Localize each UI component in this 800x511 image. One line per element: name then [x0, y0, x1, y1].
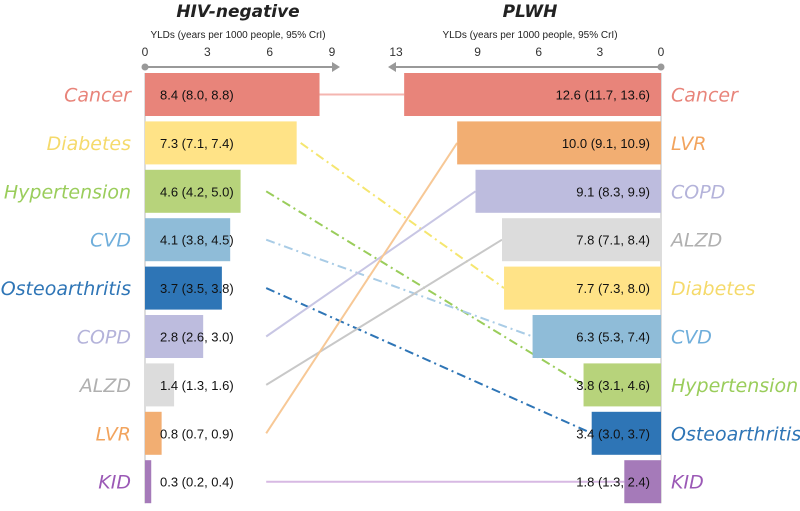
data-label-plwh: 7.7 (7.3, 8.0)	[576, 281, 650, 296]
bars-hiv-negative: 8.4 (8.0, 8.8) 7.3 (7.1, 7.4) 4.6 (4.2, 5.…	[145, 73, 320, 504]
hiv-negative-panel: HIV-negative YLDs (years per 1000 people…	[1, 2, 340, 504]
plwh-tick-label: 13	[389, 45, 403, 59]
category-label-hiv-negative: COPD	[77, 327, 131, 349]
category-label-plwh: LVR	[671, 133, 706, 155]
hiv-negative-tick-label: 3	[204, 45, 211, 59]
category-label-plwh: KID	[671, 472, 704, 494]
data-label-plwh: 7.8 (7.1, 8.4)	[576, 233, 650, 248]
category-label-hiv-negative: ALZD	[78, 375, 131, 397]
plwh-axis-arrow	[388, 62, 396, 72]
category-label-hiv-negative: Hypertension	[4, 181, 131, 203]
connector-lines	[265, 93, 625, 483]
category-labels-hiv-negative: Cancer Diabetes Hypertension CVD Osteoarthri…	[1, 85, 132, 494]
data-label-plwh: 9.1 (8.3, 9.9)	[576, 184, 650, 199]
bar-plwh-copd	[475, 169, 661, 213]
category-label-plwh: Diabetes	[671, 278, 755, 300]
data-label-hiv-negative: 0.8 (0.7, 0.9)	[160, 426, 234, 441]
category-label-hiv-negative: Osteoarthritis	[1, 278, 131, 300]
bar-plwh-alzd	[502, 218, 661, 262]
bar-hiv-negative-osteoarthritis	[145, 266, 222, 310]
category-label-plwh: ALZD	[669, 230, 722, 252]
plwh-tick-label: 3	[597, 45, 604, 59]
category-label-hiv-negative: Diabetes	[47, 133, 131, 155]
connector-cvd	[265, 238, 533, 338]
data-label-hiv-negative: 7.3 (7.1, 7.4)	[160, 136, 234, 151]
data-label-plwh: 10.0 (9.1, 10.9)	[562, 136, 650, 151]
x-axis-label-plwh: YLDs (years per 1000 people, 95% CrI)	[442, 30, 617, 41]
hiv-negative-tick-label: 6	[266, 45, 273, 59]
category-label-hiv-negative: LVR	[96, 423, 131, 445]
bar-plwh-kid	[624, 460, 661, 504]
connector-copd	[265, 190, 477, 338]
hiv-negative-tick-label: 9	[329, 45, 336, 59]
data-label-hiv-negative: 1.4 (1.3, 1.6)	[160, 378, 234, 393]
plwh-tick-label: 9	[474, 45, 481, 59]
bar-hiv-negative-lvr	[145, 411, 162, 455]
bar-hiv-negative-cancer	[145, 73, 320, 116]
data-label-plwh: 3.4 (3.0, 3.7)	[576, 426, 650, 441]
bar-plwh-lvr	[457, 121, 661, 165]
category-label-plwh: Osteoarthritis	[671, 423, 800, 445]
connector-diabetes	[300, 142, 505, 289]
bar-hiv-negative-alzd	[145, 363, 175, 407]
panel-title-plwh: PLWH	[503, 2, 558, 22]
bar-plwh-cancer	[404, 73, 661, 116]
category-label-hiv-negative: KID	[98, 472, 131, 494]
panel-title-hiv-negative: HIV-negative	[176, 2, 299, 22]
bar-plwh-hypertension	[583, 363, 661, 407]
data-label-plwh: 1.8 (1.3, 2.4)	[576, 475, 650, 490]
category-label-plwh: Hypertension	[671, 375, 798, 397]
bar-plwh-cvd	[532, 315, 661, 358]
data-label-hiv-negative: 3.7 (3.5, 3.8)	[160, 281, 234, 296]
data-label-plwh: 12.6 (11.7, 13.6)	[556, 88, 650, 103]
connector-osteoarthritis	[265, 287, 593, 435]
plwh-tick-label: 6	[535, 45, 542, 59]
data-label-plwh: 3.8 (3.1, 4.6)	[576, 378, 650, 393]
connector-lvr	[265, 142, 458, 434]
hiv-negative-axis-arrow	[332, 62, 340, 72]
bar-hiv-negative-diabetes	[145, 121, 297, 165]
data-label-hiv-negative: 2.8 (2.6, 3.0)	[160, 330, 234, 345]
bar-hiv-negative-hypertension	[145, 169, 241, 213]
plwh-tick-label: 0	[658, 45, 665, 59]
data-label-plwh: 6.3 (5.3, 7.4)	[576, 330, 650, 345]
data-label-hiv-negative: 4.6 (4.2, 5.0)	[160, 184, 234, 199]
category-label-plwh: Cancer	[671, 85, 739, 107]
plwh-axis-origin-dot	[657, 63, 665, 71]
connector-alzd	[265, 238, 503, 386]
plwh-panel: PLWH YLDs (years per 1000 people, 95% Cr…	[388, 2, 800, 504]
bar-plwh-diabetes	[504, 266, 661, 310]
bar-hiv-negative-cvd	[145, 218, 231, 262]
data-label-hiv-negative: 4.1 (3.8, 4.5)	[160, 233, 234, 248]
bar-hiv-negative-kid	[145, 460, 152, 504]
bar-hiv-negative-copd	[145, 315, 204, 358]
bars-plwh: 12.6 (11.7, 13.6) 10.0 (9.1, 10.9) 9.1 (8.…	[404, 73, 661, 504]
hiv-negative-axis-origin-dot	[141, 63, 149, 71]
bar-plwh-osteoarthritis	[591, 411, 661, 455]
x-axis-label-hiv-negative: YLDs (years per 1000 people, 95% CrI)	[150, 30, 325, 41]
category-label-plwh: COPD	[671, 181, 725, 203]
data-label-hiv-negative: 8.4 (8.0, 8.8)	[160, 88, 234, 103]
category-labels-plwh: Cancer LVR COPD ALZD Diabetes CVD Hypertension…	[669, 85, 800, 494]
category-label-hiv-negative: Cancer	[64, 85, 132, 107]
category-label-hiv-negative: CVD	[90, 230, 131, 252]
hiv-negative-tick-label: 0	[142, 45, 149, 59]
data-label-hiv-negative: 0.3 (0.2, 0.4)	[160, 475, 234, 490]
category-label-plwh: CVD	[671, 327, 712, 349]
